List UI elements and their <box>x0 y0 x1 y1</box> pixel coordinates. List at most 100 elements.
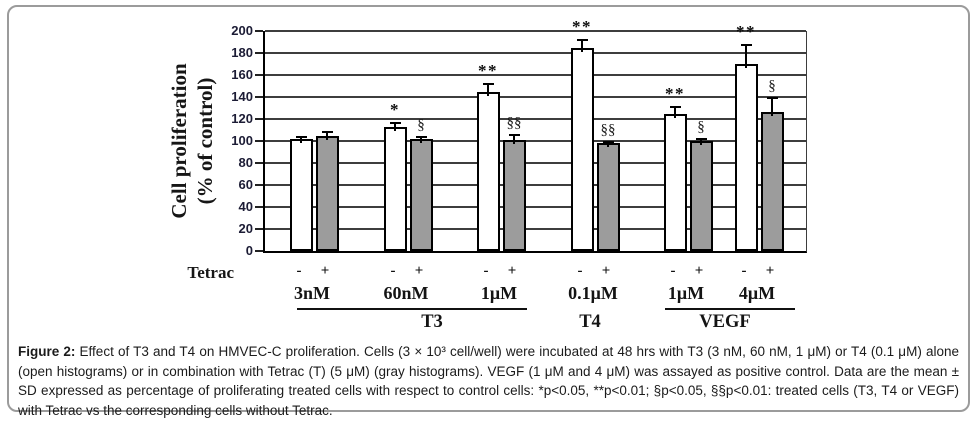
error-bar-cap <box>576 38 588 41</box>
y-axis-label: Cell proliferation (% of control) <box>166 41 220 241</box>
significance-marker: * <box>390 100 400 120</box>
error-bar-cap <box>602 141 614 143</box>
gridline-180 <box>265 52 806 54</box>
error-bar-cap <box>389 122 401 125</box>
error-bar-cap <box>508 134 520 137</box>
gray-bar <box>409 138 433 251</box>
error-bar <box>700 137 702 145</box>
gray-bar <box>315 135 339 251</box>
gray-bar <box>760 112 784 251</box>
y-tick-label-40: 40 <box>238 199 253 214</box>
concentration-label: 0.1μM <box>568 283 618 303</box>
significance-marker: § <box>697 118 705 135</box>
error-bar <box>607 141 609 148</box>
gray-bar <box>596 143 620 251</box>
tetrac-sign: + <box>694 263 704 279</box>
y-tick-0 <box>255 250 263 252</box>
y-tick-label-140: 140 <box>231 89 253 104</box>
gray-bar <box>502 139 526 251</box>
y-tick-200 <box>255 30 263 32</box>
concentration-label: 1μM <box>480 283 518 303</box>
error-bar <box>487 82 489 96</box>
tetrac-sign: - <box>390 263 396 279</box>
y-tick-label-160: 160 <box>231 67 253 82</box>
significance-marker: ** <box>478 60 498 80</box>
figure-caption: Figure 2: Effect of T3 and T4 on HMVEC-C… <box>18 342 959 420</box>
error-bar <box>420 135 422 143</box>
concentration-label: 1μM <box>667 283 705 303</box>
concentration-label: 4μM <box>738 283 776 303</box>
y-tick-label-20: 20 <box>238 221 253 236</box>
y-tick-label-200: 200 <box>231 23 253 38</box>
error-bar <box>674 105 676 118</box>
treatment-label: T3 <box>421 312 443 332</box>
gridline-200 <box>265 30 806 32</box>
treatment-label: T4 <box>579 312 601 332</box>
figure-caption-text: Effect of T3 and T4 on HMVEC-C prolifera… <box>18 344 959 418</box>
error-bar <box>745 44 747 68</box>
gridline-60 <box>265 184 806 186</box>
error-bar <box>771 97 773 117</box>
error-bar-cap <box>321 131 333 134</box>
tetrac-sign: + <box>414 263 424 279</box>
error-bar <box>513 134 515 144</box>
tetrac-sign: - <box>483 263 489 279</box>
gridline-120 <box>265 118 806 120</box>
error-bar-cap <box>695 137 707 140</box>
gridline-20 <box>265 228 806 230</box>
y-tick-60 <box>255 184 263 186</box>
tetrac-sign: + <box>507 263 517 279</box>
error-bar <box>326 131 328 140</box>
y-tick-180 <box>255 52 263 54</box>
significance-marker: ** <box>665 83 685 103</box>
y-tick-120 <box>255 118 263 120</box>
error-bar <box>581 38 583 52</box>
y-tick-20 <box>255 228 263 230</box>
figure-caption-label: Figure 2: <box>18 344 76 359</box>
error-bar-cap <box>740 44 752 47</box>
tetrac-sign: - <box>296 263 302 279</box>
treatment-label: VEGF <box>699 312 751 332</box>
tetrac-sign: - <box>670 263 676 279</box>
y-tick-80 <box>255 162 263 164</box>
tetrac-sign: + <box>601 263 611 279</box>
tetrac-sign: - <box>577 263 583 279</box>
tetrac-sign: + <box>320 263 330 279</box>
treatment-underline <box>665 308 795 310</box>
open-bar <box>289 138 313 251</box>
significance-marker: §§ <box>506 115 522 132</box>
open-bar <box>570 47 594 251</box>
y-axis-label-line1: Cell proliferation <box>167 63 191 219</box>
y-tick-label-120: 120 <box>231 111 253 126</box>
error-bar-cap <box>295 135 307 138</box>
concentration-label: 60nM <box>383 283 429 303</box>
y-tick-label-80: 80 <box>238 155 253 170</box>
gridline-140 <box>265 96 806 98</box>
error-bar-cap <box>482 82 494 85</box>
significance-marker: ** <box>736 22 756 42</box>
y-tick-label-180: 180 <box>231 45 253 60</box>
error-bar-cap <box>415 135 427 138</box>
gridline-40 <box>265 206 806 208</box>
gridline-160 <box>265 74 806 76</box>
bar-chart: Cell proliferation (% of control) Tetrac… <box>166 17 807 332</box>
significance-marker: § <box>768 78 776 94</box>
error-bar-cap <box>766 97 778 99</box>
y-tick-160 <box>255 74 263 76</box>
y-tick-label-60: 60 <box>238 177 253 192</box>
y-tick-140 <box>255 96 263 98</box>
y-tick-40 <box>255 206 263 208</box>
tetrac-row-label: Tetrac <box>187 263 234 282</box>
open-bar <box>383 126 407 251</box>
significance-marker: §§ <box>600 122 616 138</box>
y-tick-100 <box>255 140 263 142</box>
plot-area: * § ** §§ ** §§ ** § ** § <box>263 17 807 253</box>
error-bar-cap <box>669 105 681 108</box>
significance-marker: ** <box>572 16 592 36</box>
significance-marker: § <box>417 116 425 133</box>
gridline-100 <box>265 140 806 142</box>
gridline-80 <box>265 162 806 164</box>
tetrac-sign: - <box>741 263 747 279</box>
treatment-underline <box>297 308 527 310</box>
